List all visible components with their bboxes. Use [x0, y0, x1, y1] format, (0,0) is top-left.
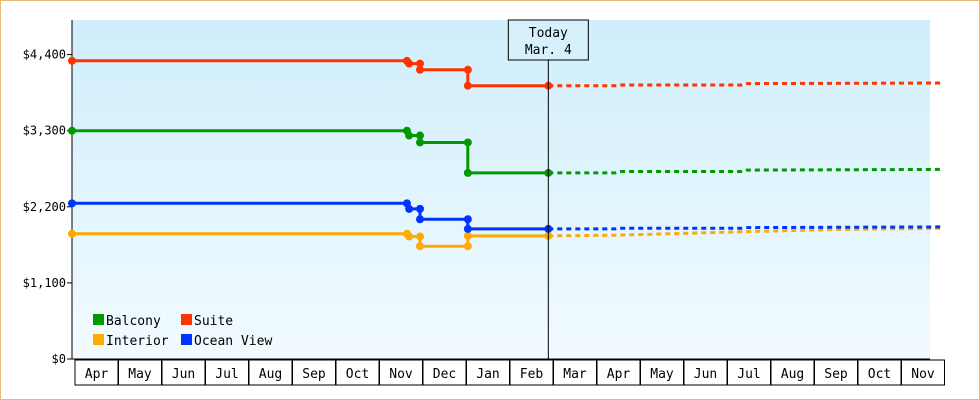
- month-cell: [814, 359, 858, 386]
- legend-label: Interior: [106, 334, 169, 349]
- today-date: Mar. 4: [525, 43, 572, 58]
- month-cell: [553, 359, 597, 386]
- data-point: [405, 59, 414, 68]
- month-label: Jun: [694, 367, 717, 382]
- series-forecast-balcony: [548, 167, 943, 175]
- month-label: Oct: [346, 367, 369, 382]
- legend-swatch: [181, 334, 192, 345]
- month-cell: [379, 359, 423, 386]
- y-tick-label: $0: [52, 352, 66, 366]
- data-point: [416, 131, 424, 140]
- plot-area: [72, 20, 930, 359]
- month-cell: [901, 359, 945, 386]
- month-label: Jul: [215, 367, 238, 382]
- today-label: Today: [529, 26, 568, 41]
- series-forecast-suite: [548, 81, 943, 88]
- data-point: [416, 65, 424, 74]
- month-cell: [205, 359, 249, 386]
- month-cell: [466, 359, 510, 386]
- month-label: Aug: [259, 367, 282, 382]
- data-point: [405, 232, 414, 241]
- y-tick-label: $2,200: [23, 200, 66, 214]
- legend-label: Ocean View: [194, 334, 272, 349]
- month-label: Oct: [868, 367, 891, 382]
- data-point: [405, 131, 414, 140]
- legend-label: Suite: [194, 314, 233, 329]
- month-label: Nov: [911, 367, 935, 382]
- month-label: May: [128, 367, 152, 382]
- legend-swatch: [181, 314, 192, 325]
- data-point: [416, 138, 424, 147]
- data-point: [463, 242, 472, 251]
- data-point: [405, 204, 414, 213]
- legend-swatch: [93, 314, 104, 325]
- y-tick-label: $3,300: [23, 124, 66, 138]
- legend-swatch: [93, 334, 104, 345]
- month-cell: [596, 359, 641, 386]
- month-cell: [248, 359, 293, 386]
- data-point: [463, 168, 472, 177]
- data-point: [463, 231, 472, 240]
- month-cell: [118, 359, 162, 386]
- data-point: [463, 65, 472, 74]
- month-label: Feb: [520, 367, 544, 382]
- legend-label: Balcony: [106, 314, 161, 329]
- month-label: Sep: [824, 367, 848, 382]
- month-cell: [857, 359, 902, 386]
- series-forecast-ocean-view: [548, 225, 943, 231]
- month-label: Aug: [781, 367, 804, 382]
- month-label: Jan: [476, 367, 499, 382]
- month-label: May: [650, 367, 674, 382]
- today-box: [507, 19, 589, 61]
- data-point: [68, 126, 76, 135]
- month-cell: [727, 359, 771, 386]
- data-point: [463, 138, 472, 147]
- month-label: Jul: [737, 367, 760, 382]
- month-label: Sep: [302, 367, 326, 382]
- month-label: Apr: [85, 367, 109, 382]
- data-point: [416, 204, 424, 213]
- data-point: [416, 59, 424, 68]
- month-label: Apr: [607, 367, 631, 382]
- data-point: [463, 81, 472, 90]
- data-point: [416, 232, 424, 241]
- series-forecast-interior: [548, 226, 943, 238]
- data-point: [68, 229, 76, 238]
- y-tick-label: $4,400: [23, 48, 66, 62]
- data-point: [416, 215, 424, 224]
- data-point: [68, 56, 76, 65]
- data-point: [463, 215, 472, 224]
- month-label: Mar: [563, 367, 587, 382]
- data-point: [68, 199, 76, 208]
- month-label: Jun: [172, 367, 195, 382]
- data-point: [463, 224, 472, 233]
- data-point: [416, 242, 424, 251]
- month-label: Nov: [389, 367, 413, 382]
- y-tick-label: $1,100: [23, 276, 66, 290]
- month-cell: [74, 359, 119, 386]
- month-cell: [161, 359, 206, 386]
- month-cell: [683, 359, 728, 386]
- month-label: Dec: [433, 367, 456, 382]
